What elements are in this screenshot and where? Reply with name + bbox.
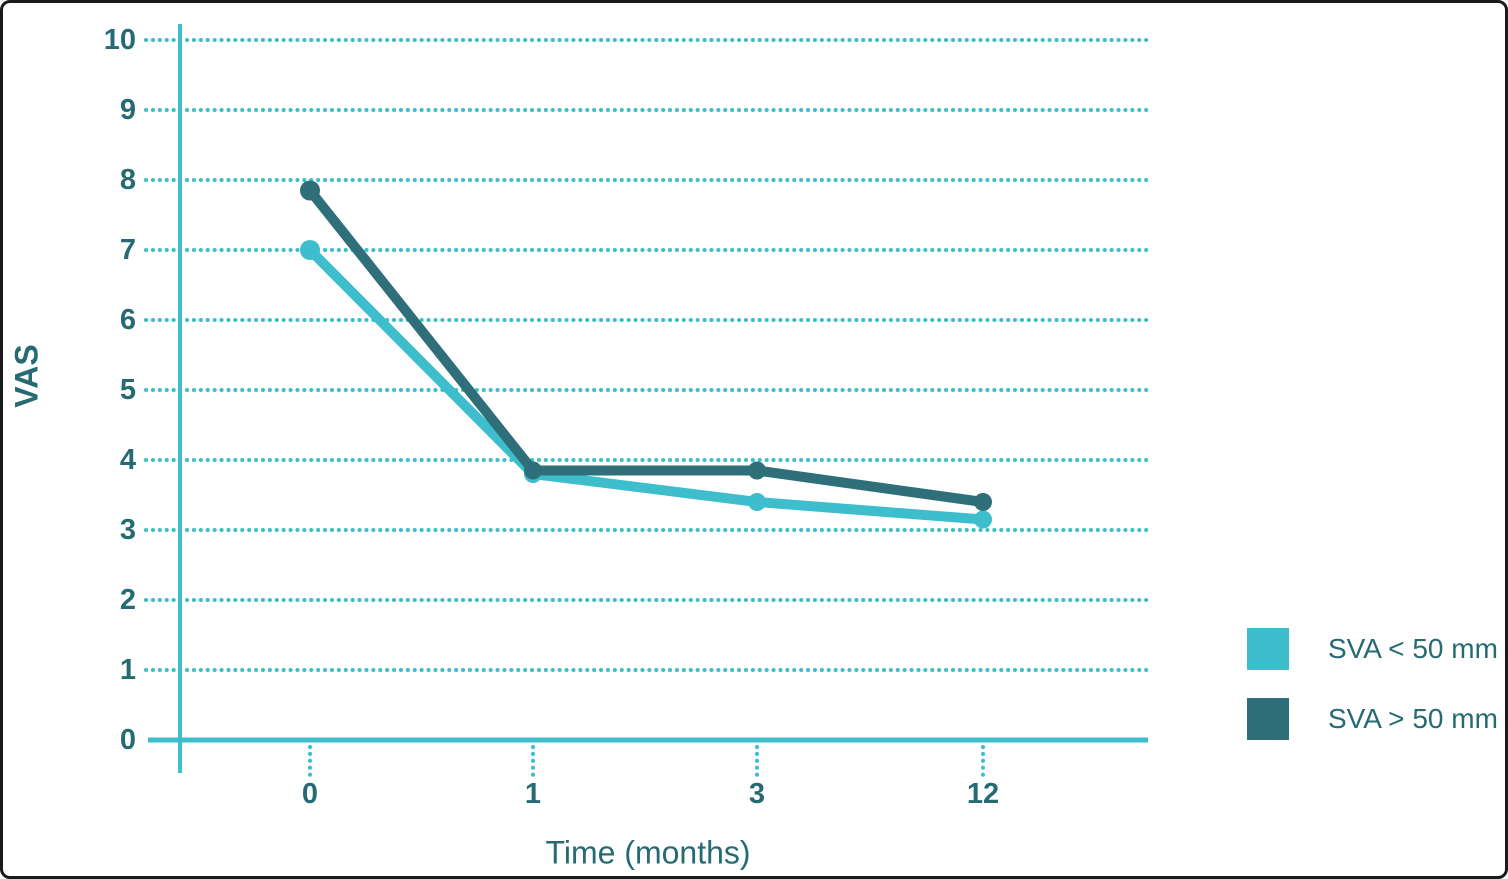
data-point-marker: [974, 510, 992, 529]
legend-label: SVA < 50 mm: [1328, 633, 1498, 664]
y-tick-label: 7: [119, 234, 136, 266]
data-point-marker: [524, 461, 542, 480]
x-tick-label: 1: [524, 778, 542, 810]
gridlines: [144, 38, 1150, 672]
legend-item: SVA > 50 mm: [1247, 698, 1498, 740]
legend-label: SVA > 50 mm: [1328, 703, 1498, 734]
series-line: [305, 245, 988, 525]
data-point-marker: [748, 461, 766, 480]
y-tick-label: 2: [119, 584, 136, 616]
y-tick-label: 3: [119, 514, 136, 546]
legend-swatch: [1247, 628, 1289, 670]
y-tick-label: 5: [119, 374, 136, 406]
y-tick-label: 0: [119, 724, 136, 756]
legend-item: SVA < 50 mm: [1247, 628, 1498, 670]
data-point-marker: [300, 240, 320, 260]
y-tick-label: 10: [103, 24, 136, 56]
y-tick-label: 4: [119, 444, 136, 476]
series-line: [305, 185, 988, 507]
y-tick-label: 1: [119, 654, 136, 686]
x-tick-marks: [308, 745, 985, 779]
y-tick-label: 9: [119, 94, 136, 126]
x-tick-label: 3: [748, 778, 766, 810]
x-tick-label: 12: [966, 778, 1000, 810]
x-axis-title: Time (months): [545, 834, 751, 871]
series-sva-gt-50: [300, 180, 992, 511]
y-tick-label: 6: [119, 304, 136, 336]
data-point-marker: [974, 493, 992, 511]
data-point-marker: [748, 493, 766, 511]
y-tick-label: 8: [119, 164, 136, 196]
x-tick-label: 0: [301, 778, 319, 810]
data-point-marker: [300, 180, 320, 201]
legend-swatch: [1247, 698, 1289, 740]
